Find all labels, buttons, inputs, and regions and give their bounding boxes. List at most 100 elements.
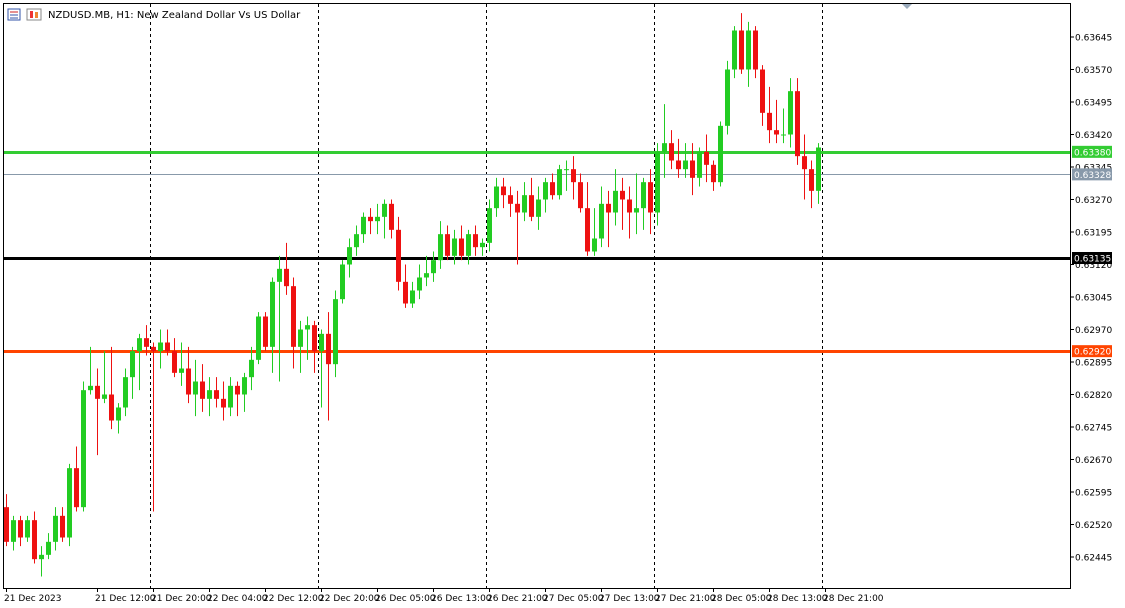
candle-body: [445, 234, 450, 256]
candle-body: [753, 30, 758, 70]
shift-marker-icon[interactable]: [902, 4, 912, 9]
candle-body: [438, 234, 443, 261]
candle-body: [95, 385, 100, 399]
candle-body: [473, 234, 478, 248]
time-tick-label: 28 Dec 05:00: [711, 594, 772, 604]
candle-body: [53, 515, 58, 542]
time-tick-label: 22 Dec 20:00: [319, 594, 380, 604]
candle-body: [158, 342, 163, 352]
candle-body: [739, 30, 744, 70]
candle-body: [235, 385, 240, 395]
candle-body: [4, 507, 9, 542]
candle-body: [221, 398, 226, 408]
candle-body: [599, 203, 604, 239]
candle-body: [543, 182, 548, 200]
candle-body: [270, 281, 275, 347]
candle-body: [816, 147, 821, 191]
level-price-badge: [1072, 252, 1112, 264]
candle-body: [277, 268, 282, 282]
candle-body: [648, 182, 653, 213]
candle-body: [179, 368, 184, 373]
candle-body: [522, 195, 527, 213]
price-tick-label: 0.62445: [1075, 554, 1112, 564]
candle-body: [487, 208, 492, 243]
time-tick-label: 27 Dec 05:00: [543, 594, 604, 604]
candle-body: [620, 190, 625, 200]
candle-body: [760, 69, 765, 113]
price-tick-label: 0.62820: [1075, 391, 1112, 401]
candle-body: [88, 385, 93, 391]
time-tick-label: 22 Dec 04:00: [207, 594, 268, 604]
candle-body: [585, 208, 590, 252]
level-price-label: 0.63380: [1074, 148, 1111, 158]
candle-body: [214, 390, 219, 399]
candle-body: [109, 394, 114, 421]
candle-body: [172, 351, 177, 373]
candle-body: [711, 164, 716, 183]
candle-body: [676, 160, 681, 170]
candle-body: [802, 156, 807, 170]
time-tick-label: 26 Dec 13:00: [431, 594, 492, 604]
candle-body: [690, 160, 695, 178]
price-tick-label: 0.63120: [1075, 261, 1112, 271]
candle-body: [564, 169, 569, 171]
price-tick-label: 0.63570: [1075, 66, 1112, 76]
candle-body: [382, 203, 387, 217]
price-tick-label: 0.63045: [1075, 294, 1112, 304]
time-tick-label: 26 Dec 05:00: [375, 594, 436, 604]
candle-body: [137, 338, 142, 352]
candle-body: [606, 203, 611, 213]
candle-body: [746, 30, 751, 70]
candle-body: [354, 234, 359, 248]
candle-body: [452, 238, 457, 256]
candle-body: [655, 151, 660, 213]
candle-body: [550, 182, 555, 196]
candle-body: [669, 143, 674, 161]
candle-body: [375, 216, 380, 222]
candle-body: [74, 468, 79, 508]
candle-body: [389, 203, 394, 230]
candle-body: [403, 281, 408, 304]
candle-body: [480, 242, 485, 248]
candle-body: [501, 186, 506, 196]
time-tick-label: 21 Dec 20:00: [151, 594, 212, 604]
chart-window-icon: [7, 8, 21, 21]
candle-body: [732, 30, 737, 70]
candle-body: [613, 190, 618, 213]
candle-body: [46, 541, 51, 555]
candle-body: [417, 277, 422, 291]
chart-title: NZDUSD.MB, H1: New Zealand Dollar Vs US …: [48, 10, 301, 21]
candle-body: [697, 151, 702, 178]
plot-area[interactable]: [3, 3, 1071, 589]
candle-body: [284, 268, 289, 287]
candle-body: [662, 143, 667, 152]
price-axis[interactable]: 0.636450.635700.634950.634200.633450.632…: [1070, 34, 1112, 564]
price-tick-label: 0.63270: [1075, 196, 1112, 206]
candle-body: [102, 394, 107, 399]
day-separators: [150, 4, 823, 588]
time-tick-label: 21 Dec 12:00: [95, 594, 156, 604]
candle-body: [81, 390, 86, 508]
candle-body: [151, 346, 156, 352]
candle-body: [718, 125, 723, 183]
candle-body: [25, 520, 30, 538]
candle-body: [298, 329, 303, 347]
candle-body: [788, 91, 793, 135]
chart-header: NZDUSD.MB, H1: New Zealand Dollar Vs US …: [7, 4, 912, 21]
candle-body: [683, 160, 688, 170]
candle-body: [305, 325, 310, 330]
candle-body: [333, 299, 338, 365]
candle-body: [60, 515, 65, 538]
candle-body: [130, 351, 135, 378]
candle-body: [466, 234, 471, 256]
time-tick-label: 26 Dec 21:00: [487, 594, 548, 604]
candles-icon: [26, 8, 42, 21]
candle-body: [494, 186, 499, 209]
candle-body: [144, 338, 149, 347]
candle-body: [67, 468, 72, 538]
time-tick-label: 28 Dec 21:00: [823, 594, 884, 604]
candle-body: [396, 229, 401, 282]
price-tick-label: 0.63195: [1075, 229, 1112, 239]
